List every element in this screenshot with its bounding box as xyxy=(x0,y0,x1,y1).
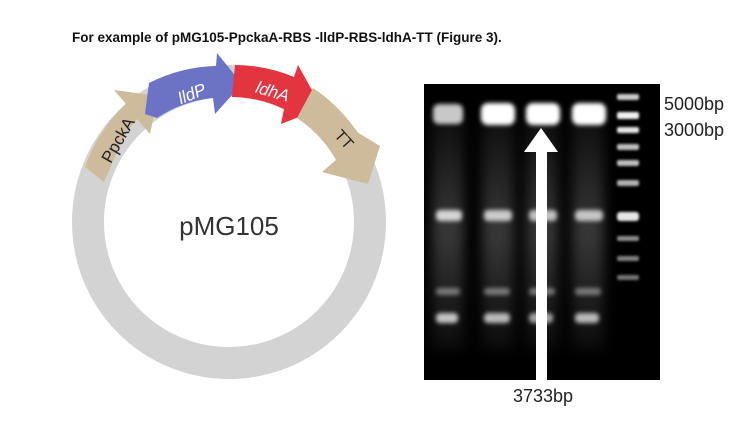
lldp-arrow xyxy=(145,53,242,118)
faint-bands xyxy=(436,288,601,295)
ladder-lane xyxy=(617,94,639,280)
tt-arrow xyxy=(297,88,380,184)
plasmid-name: pMG105 xyxy=(179,211,279,241)
ladder-label-5000: 5000bp xyxy=(664,94,724,114)
figure-caption: For example of pMG105-PpckaA-RBS -lldP-R… xyxy=(72,30,502,45)
plasmid-map: PpckA lldP ldhA TT pMG105 xyxy=(72,53,386,379)
promoter-arrow xyxy=(85,90,158,182)
gel-image xyxy=(424,84,660,385)
ladder-label-3000: 3000bp xyxy=(664,120,724,140)
band-arrow xyxy=(524,128,558,385)
band-size-label: 3733bp xyxy=(513,386,573,406)
ldha-arrow xyxy=(231,65,322,124)
top-bands xyxy=(433,103,606,125)
